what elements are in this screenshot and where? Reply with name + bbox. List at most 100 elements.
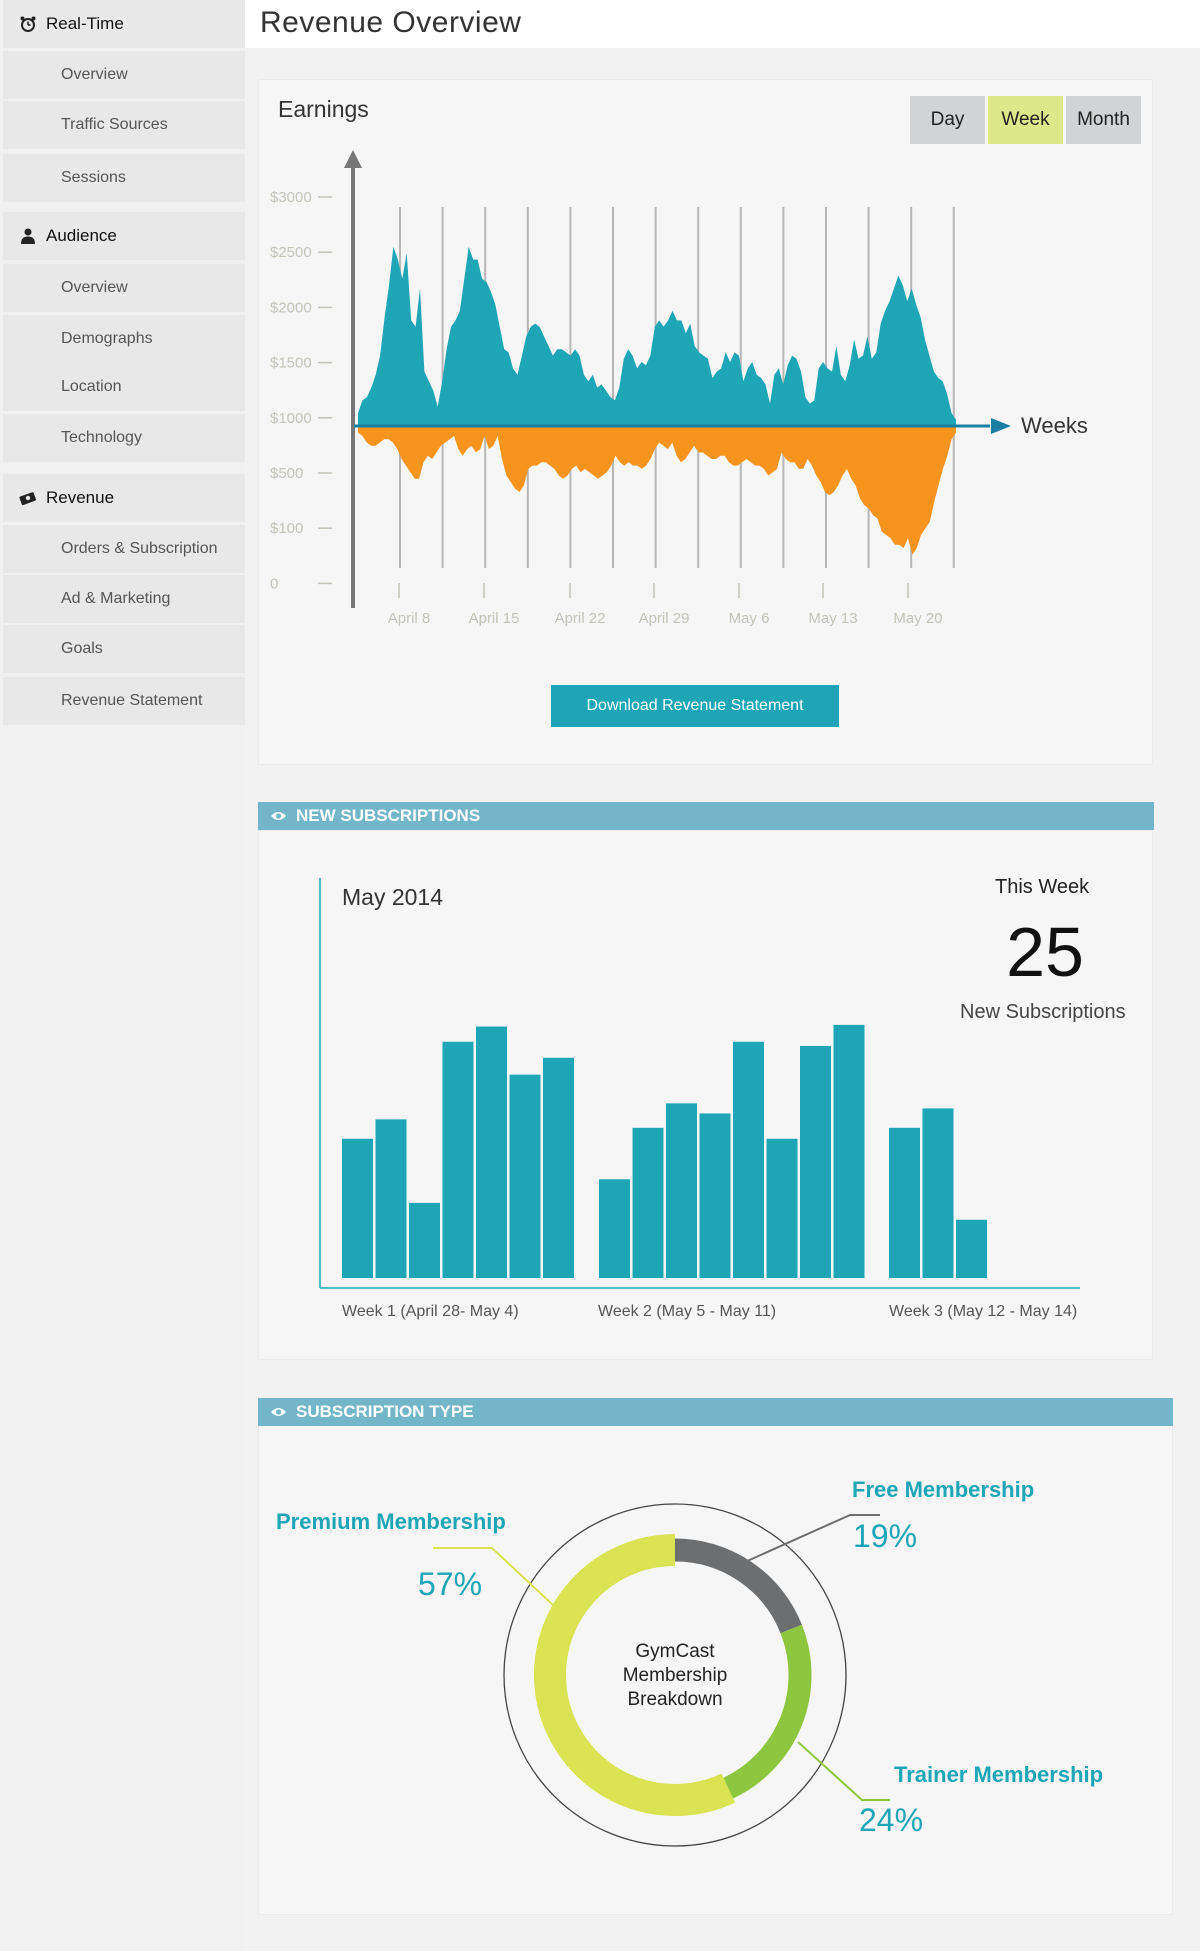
subscription-bar: [800, 1045, 831, 1278]
this-week-caption: New Subscriptions: [960, 1001, 1126, 1023]
sidebar-item-location[interactable]: Location: [3, 363, 245, 411]
sidebar-item-label: Revenue Statement: [61, 692, 203, 709]
subscription-bar: [733, 1041, 764, 1278]
y-tick-label: $100: [270, 520, 303, 537]
section-title: SUBSCRIPTION TYPE: [296, 1402, 474, 1421]
sidebar-item-label: Demographs: [61, 330, 153, 347]
y-tick-label: 0: [270, 575, 278, 592]
donut-slice-free-membership: [674, 1538, 802, 1634]
earnings-negative-area: [358, 426, 956, 555]
sidebar-header-label: Real-Time: [46, 14, 124, 33]
range-month-button[interactable]: Month: [1066, 96, 1141, 144]
subscription-bar: [509, 1074, 541, 1278]
range-week-button[interactable]: Week: [988, 96, 1063, 144]
eye-icon: [271, 1408, 286, 1416]
download-revenue-statement-button[interactable]: Download Revenue Statement: [551, 685, 839, 727]
y-tick-label: $2000: [270, 299, 312, 316]
range-selector: Day Week Month: [910, 96, 1144, 144]
new-subscriptions-header: NEW SUBSCRIPTIONS: [258, 802, 1154, 830]
y-tick-label: $1500: [270, 355, 312, 372]
sidebar-item-label: Location: [61, 378, 122, 395]
sidebar-item-orders-subscription[interactable]: Orders & Subscription: [3, 525, 245, 573]
sidebar-item-label: Traffic Sources: [61, 116, 168, 133]
sidebar-item-label: Overview: [61, 66, 128, 83]
subscription-bar: [699, 1113, 731, 1278]
x-tick-label: May 13: [808, 610, 857, 627]
subscriptions-bar-chart: [319, 878, 1080, 1289]
this-week-label: This Week: [995, 876, 1090, 898]
subscription-bar: [476, 1026, 507, 1278]
y-tick-label: $2500: [270, 244, 312, 261]
subscription-bar: [409, 1202, 440, 1278]
subscription-bar: [833, 1024, 865, 1278]
y-tick-label: $500: [270, 465, 303, 482]
free-membership-percent: 19%: [853, 1518, 918, 1554]
subscription-bar: [956, 1219, 987, 1278]
subscription-bar: [889, 1127, 920, 1278]
subscription-bar: [632, 1127, 664, 1278]
page-title: Revenue Overview: [260, 6, 522, 39]
bar-category-label: Week 3 (May 12 - May 14): [889, 1303, 1078, 1320]
free-membership-label: Free Membership: [852, 1477, 1035, 1502]
premium-membership-label: Premium Membership: [276, 1509, 506, 1534]
sidebar-header-label: Revenue: [46, 488, 115, 507]
donut-center-line: Membership: [622, 1665, 728, 1686]
alarm-clock-icon: [20, 16, 36, 32]
trainer-membership-label: Trainer Membership: [894, 1762, 1104, 1787]
sidebar-item-audience-overview[interactable]: Overview: [3, 264, 245, 312]
sidebar-item-demographs[interactable]: Demographs: [3, 315, 245, 363]
person-icon: [21, 228, 35, 244]
sidebar-item-label: Overview: [61, 279, 128, 296]
subscription-bar: [599, 1179, 630, 1278]
premium-membership-percent: 57%: [418, 1566, 483, 1602]
premium-leader-line: [433, 1547, 554, 1606]
subscription-bar: [442, 1041, 474, 1278]
bar-category-label: Week 2 (May 5 - May 11): [598, 1303, 777, 1320]
sidebar-item-label: Ad & Marketing: [61, 590, 171, 607]
sidebar-header-label: Audience: [46, 226, 117, 245]
y-tick-label: $3000: [270, 189, 312, 206]
trainer-membership-percent: 24%: [859, 1802, 924, 1838]
subscription-bar: [342, 1138, 373, 1278]
sidebar-item-overview[interactable]: Overview: [3, 51, 245, 99]
x-tick-label: April 29: [639, 610, 690, 627]
x-axis-arrow: [991, 418, 1011, 434]
subscriptions-month: May 2014: [342, 884, 444, 910]
range-day-button[interactable]: Day: [910, 96, 985, 144]
subscription-bar: [543, 1057, 574, 1278]
sidebar-item-technology[interactable]: Technology: [3, 414, 245, 462]
top-bar: [245, 0, 1200, 48]
sidebar-item-goals[interactable]: Goals: [3, 625, 245, 673]
x-tick-label: April 8: [388, 610, 431, 627]
sidebar-item-sessions[interactable]: Sessions: [3, 154, 245, 202]
sidebar-item-revenue-statement[interactable]: Revenue Statement: [3, 677, 245, 725]
sidebar-item-label: Orders & Subscription: [61, 540, 218, 557]
earnings-positive-area: [358, 246, 956, 426]
earnings-chart: $3000$2500$2000$1500$1000$500$1000April …: [270, 150, 1088, 627]
sidebar-header-revenue[interactable]: Revenue: [3, 474, 245, 522]
subscription-bar: [766, 1138, 798, 1278]
x-axis-label: Weeks: [1021, 413, 1088, 438]
this-week-count: 25: [1006, 913, 1084, 991]
sidebar: Real-Time Overview Traffic Sources Sessi…: [0, 0, 245, 1951]
sidebar-header-audience[interactable]: Audience: [3, 212, 245, 260]
y-tick-label: $1000: [270, 410, 312, 427]
subscription-bar: [666, 1103, 697, 1278]
subscription-type-panel: [258, 1425, 1173, 1915]
donut-outer-ring: [503, 1503, 847, 1847]
sidebar-item-label: Goals: [61, 640, 103, 657]
donut-slice-trainer-membership: [723, 1624, 812, 1799]
subscription-bar: [922, 1108, 954, 1278]
sidebar-item-label: Technology: [61, 429, 142, 446]
donut-center-line: GymCast: [635, 1641, 715, 1662]
sidebar-item-label: Sessions: [61, 169, 126, 186]
y-axis-arrow: [344, 150, 362, 168]
sidebar-header-real-time[interactable]: Real-Time: [3, 0, 245, 48]
sidebar-item-ad-marketing[interactable]: Ad & Marketing: [3, 575, 245, 623]
x-tick-label: April 22: [555, 610, 606, 627]
subscription-bar: [375, 1119, 407, 1278]
free-leader-line: [744, 1514, 880, 1563]
sidebar-item-traffic-sources[interactable]: Traffic Sources: [3, 101, 245, 149]
earnings-title: Earnings: [278, 96, 369, 122]
